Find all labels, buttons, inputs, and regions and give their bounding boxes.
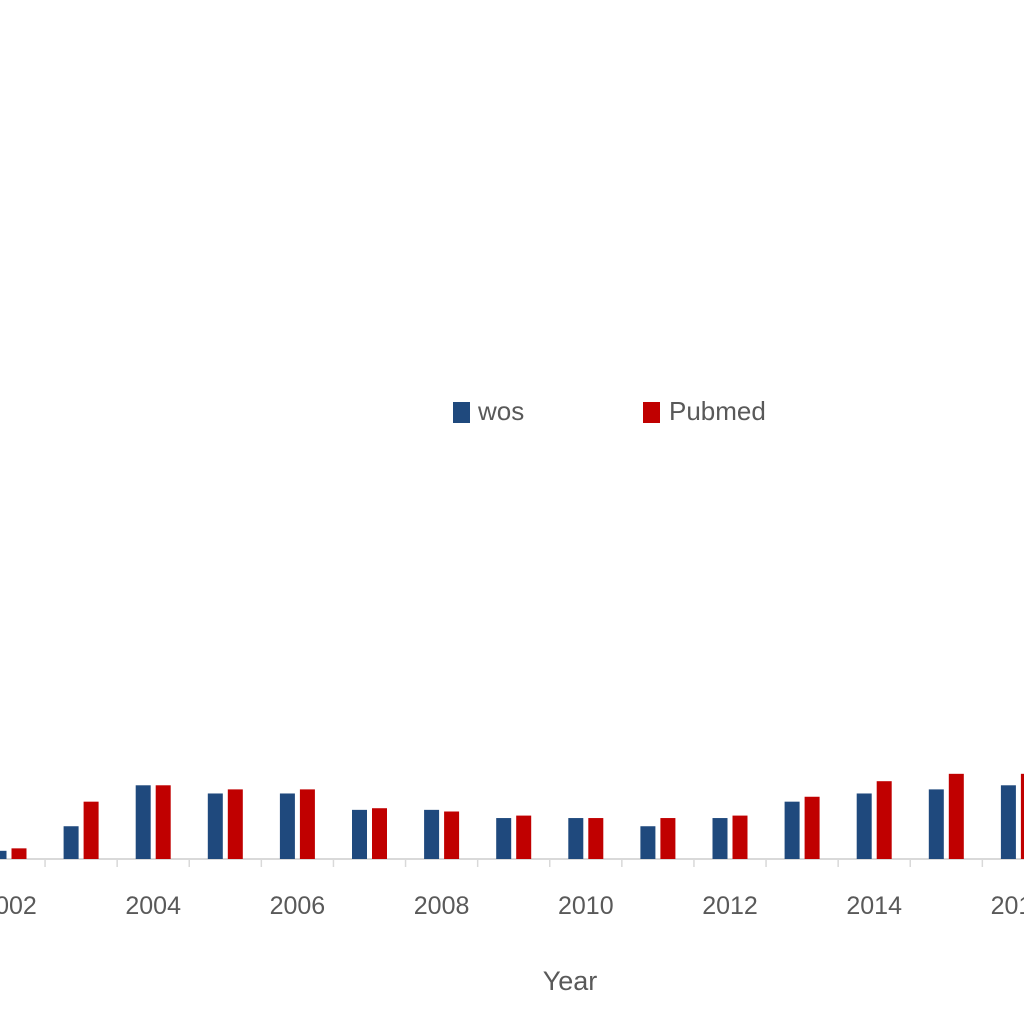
bar-wos-2016 — [1000, 785, 1016, 859]
x-tick-label-2010: 2010 — [558, 892, 614, 920]
legend-label-pubmed: Pubmed — [669, 396, 766, 426]
bar-pubmed-2002 — [11, 848, 27, 859]
bar-pubmed-2006 — [299, 789, 315, 859]
bar-pubmed-2016 — [1020, 773, 1024, 859]
bar-wos-2009 — [496, 818, 512, 859]
x-tick-label-2004: 2004 — [125, 892, 181, 920]
bar-pubmed-2015 — [948, 773, 964, 859]
bar-wos-2013 — [784, 801, 800, 859]
bar-wos-2011 — [640, 826, 656, 859]
bar-series — [0, 773, 1024, 859]
bar-wos-2015 — [928, 789, 944, 859]
x-tick-labels: 2002 2004 2006 2008 2010 2012 2014 2016 — [0, 892, 1024, 920]
bar-wos-2014 — [856, 793, 872, 859]
bar-wos-2006 — [279, 793, 295, 859]
bar-wos-2007 — [352, 809, 367, 859]
x-tick-label-2006: 2006 — [270, 892, 326, 920]
bar-pubmed-2012 — [732, 815, 748, 859]
bar-wos-2008 — [424, 809, 440, 859]
x-tick-label-2014: 2014 — [846, 892, 902, 920]
x-tick-label-2002: 2002 — [0, 892, 37, 920]
bar-wos-2010 — [568, 818, 584, 859]
legend: wos Pubmed — [453, 396, 766, 426]
bar-pubmed-2005 — [227, 789, 243, 859]
legend-swatch-pubmed — [643, 402, 660, 423]
bar-wos-2002 — [0, 850, 7, 859]
bar-pubmed-2008 — [444, 811, 460, 859]
bar-wos-2003 — [63, 826, 79, 859]
x-axis-title: Year — [543, 966, 598, 996]
bar-pubmed-2004 — [155, 785, 171, 859]
legend-label-wos: wos — [477, 396, 524, 426]
bar-pubmed-2014 — [876, 781, 892, 859]
bar-wos-2004 — [135, 785, 151, 859]
legend-swatch-wos — [453, 402, 470, 423]
bar-pubmed-2007 — [372, 808, 387, 859]
bar-wos-2012 — [712, 818, 728, 859]
bar-pubmed-2011 — [660, 818, 676, 859]
x-axis-ticks — [44, 859, 984, 867]
bar-pubmed-2010 — [588, 818, 604, 859]
bar-pubmed-2009 — [516, 815, 532, 859]
x-tick-label-2008: 2008 — [414, 892, 470, 920]
x-tick-label-2012: 2012 — [702, 892, 758, 920]
bar-pubmed-2013 — [804, 796, 820, 859]
x-tick-label-2016: 2016 — [991, 892, 1024, 920]
bar-wos-2005 — [207, 793, 223, 859]
bar-pubmed-2003 — [83, 801, 99, 859]
